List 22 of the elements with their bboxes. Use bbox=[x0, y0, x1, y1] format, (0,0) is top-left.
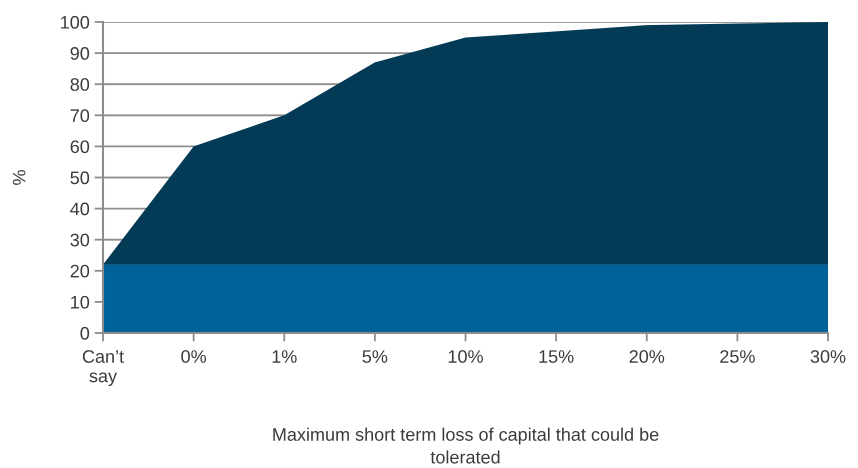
x-tick-label: 30% bbox=[810, 350, 846, 363]
x-tick-label: 20% bbox=[630, 350, 664, 363]
y-tick-label: 0 bbox=[80, 326, 90, 340]
y-tick-label: 30 bbox=[70, 234, 90, 246]
y-axis-title: % bbox=[12, 170, 26, 185]
y-tick-label: 90 bbox=[70, 47, 90, 60]
x-tick-label: 10% bbox=[448, 350, 483, 363]
x-tick-label: Can’t say bbox=[82, 350, 124, 386]
x-tick-label: 5% bbox=[362, 350, 388, 363]
y-tick-label: 20 bbox=[70, 264, 90, 278]
x-tick-label: 25% bbox=[720, 350, 755, 363]
x-tick-label: 1% bbox=[272, 350, 297, 363]
x-tick-label: 15% bbox=[539, 350, 574, 363]
y-tick-label: 70 bbox=[70, 109, 90, 122]
y-tick-label: 80 bbox=[70, 78, 90, 91]
y-tick-label: 100 bbox=[61, 16, 90, 29]
y-tick-label: 40 bbox=[70, 202, 90, 216]
y-tick-label: 10 bbox=[71, 296, 90, 309]
y-tick-label: 50 bbox=[70, 171, 90, 184]
x-tick-label: 0% bbox=[181, 350, 206, 363]
y-tick-label: 60 bbox=[70, 140, 90, 154]
x-axis-title: Maximum short term loss of capital that could be tolerated bbox=[273, 428, 658, 464]
